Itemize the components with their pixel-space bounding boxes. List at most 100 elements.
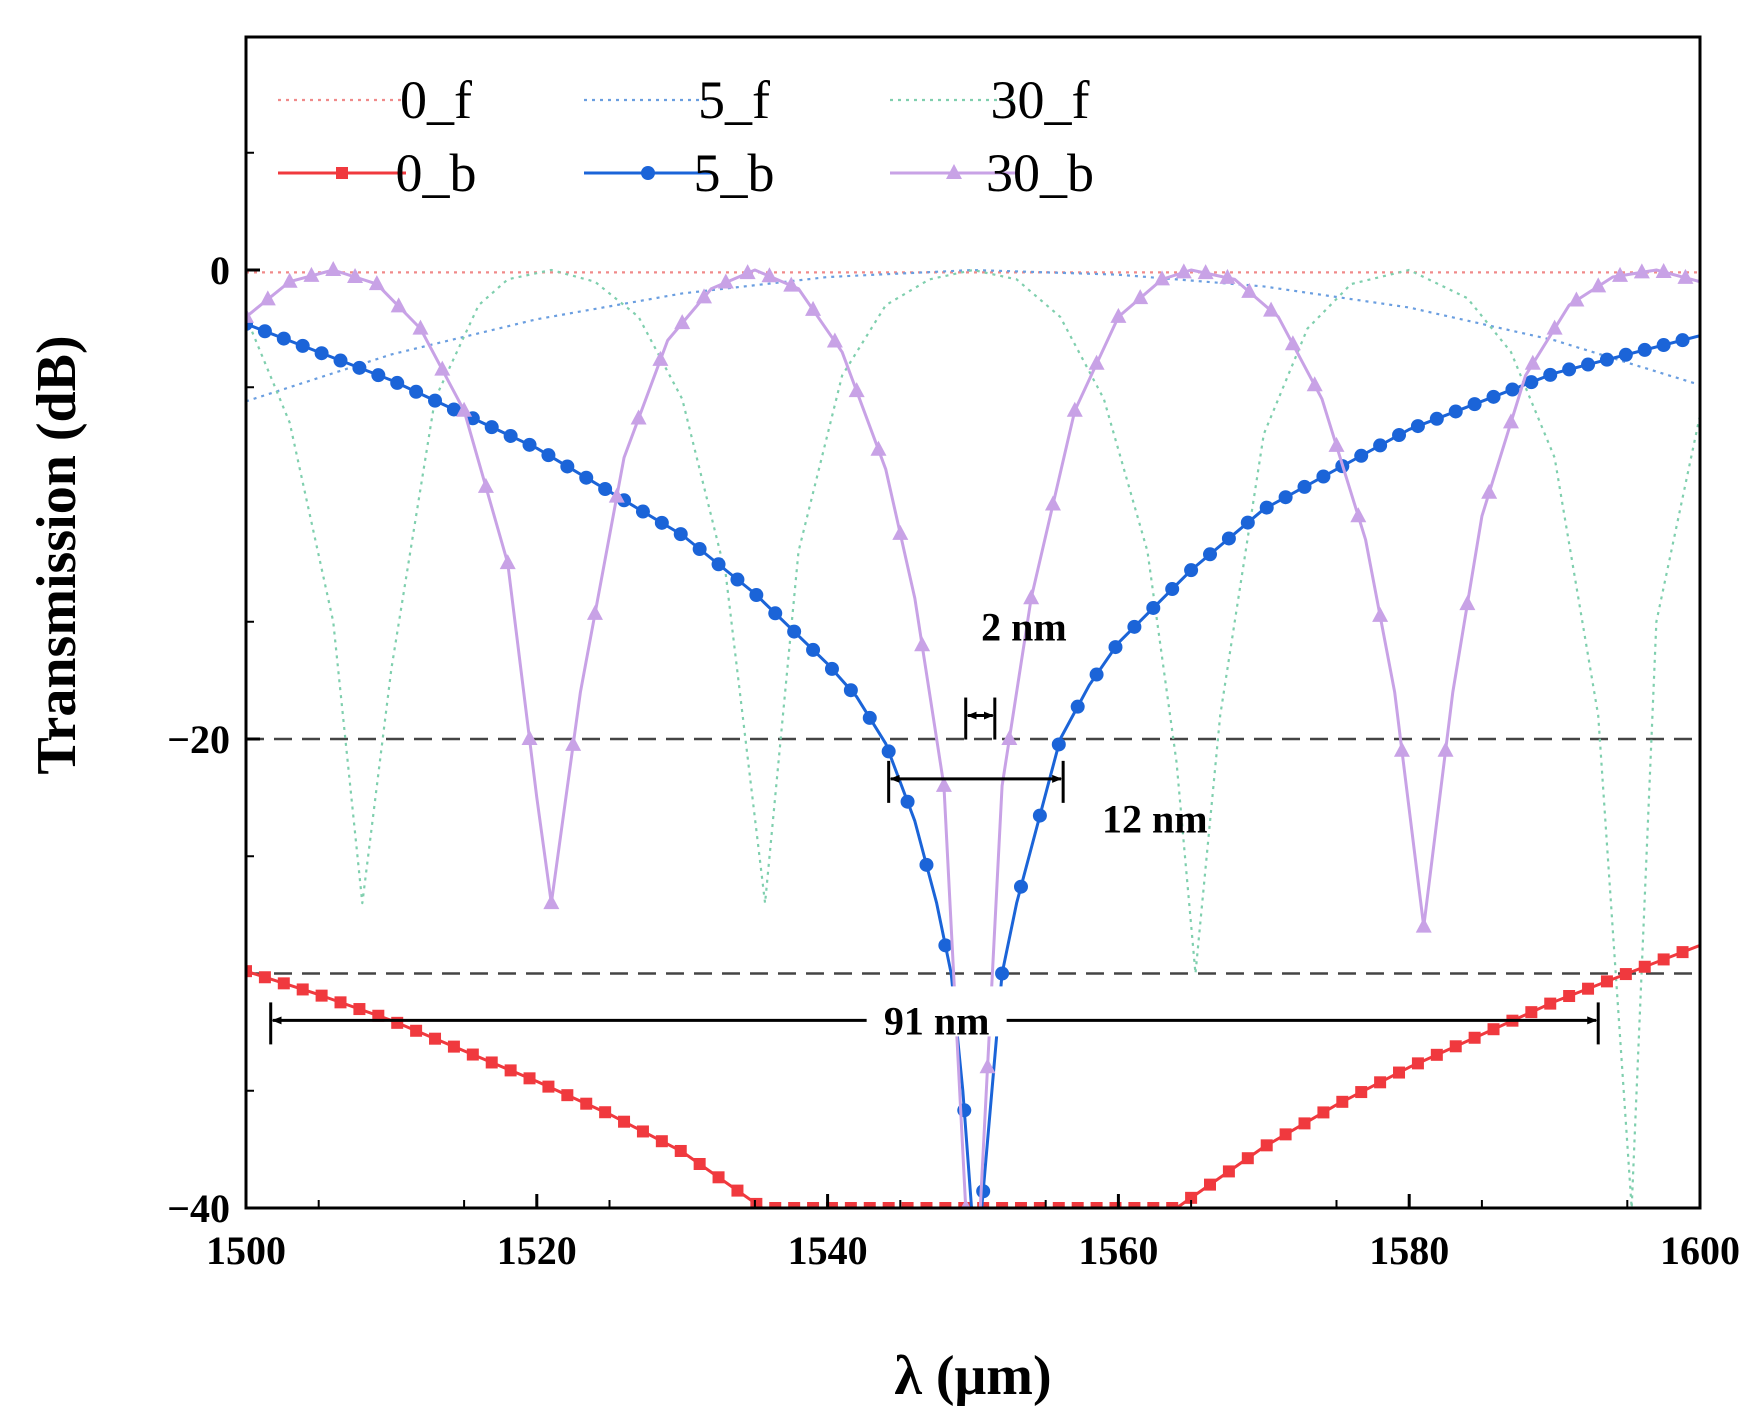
series-marker-5_b bbox=[1599, 352, 1614, 367]
series-marker-0_b bbox=[1222, 1165, 1235, 1178]
legend-item-30_b: 30_b bbox=[890, 143, 1094, 203]
y-tick-label: 0 bbox=[210, 248, 230, 293]
series-marker-30_b bbox=[1481, 483, 1498, 499]
series-marker-30_b bbox=[870, 440, 887, 456]
series-marker-0_b bbox=[863, 1202, 876, 1208]
series-marker-5_b bbox=[390, 375, 405, 390]
legend-item-30_f: 30_f bbox=[890, 70, 1090, 130]
legend-item-0_f: 0_f bbox=[278, 70, 472, 130]
series-marker-0_b bbox=[1563, 990, 1576, 1003]
series-marker-30_b bbox=[456, 401, 473, 417]
series-marker-0_b bbox=[1468, 1031, 1481, 1044]
legend-item-5_b: 5_b bbox=[584, 143, 775, 203]
series-marker-30_b bbox=[259, 290, 276, 306]
series-marker-0_b bbox=[1638, 960, 1651, 973]
series-marker-5_b bbox=[673, 527, 688, 542]
series-marker-0_b bbox=[504, 1064, 517, 1077]
annotation-2: 91 nm bbox=[269, 986, 1600, 1045]
series-marker-0_b bbox=[618, 1115, 631, 1128]
series-marker-5_b bbox=[1562, 362, 1577, 377]
series-marker-30_b bbox=[1568, 291, 1585, 307]
series-marker-30_b bbox=[1219, 268, 1236, 284]
series-marker-30_b bbox=[1110, 307, 1127, 323]
series-marker-0_b bbox=[1166, 1202, 1179, 1208]
series-marker-0_b bbox=[447, 1040, 460, 1053]
series-marker-0_b bbox=[1449, 1040, 1462, 1053]
x-axis-title: λ (μm) bbox=[894, 1345, 1051, 1407]
series-marker-30_b bbox=[543, 894, 560, 910]
series-marker-5_b bbox=[919, 857, 934, 872]
series-marker-0_b bbox=[731, 1184, 744, 1197]
series-marker-5_b bbox=[692, 542, 707, 557]
annotation-layer: 2 nm 12 nm 91 nm bbox=[269, 604, 1600, 1045]
series-marker-30_b bbox=[1372, 606, 1389, 622]
annotation-label: 12 nm bbox=[1102, 797, 1208, 842]
series-5_b bbox=[246, 316, 1700, 1208]
series-marker-0_b bbox=[807, 1202, 820, 1208]
series-marker-0_b bbox=[1411, 1057, 1424, 1070]
legend-label-0_f: 0_f bbox=[400, 70, 472, 130]
series-marker-0_b bbox=[1185, 1191, 1198, 1204]
series-marker-0_b bbox=[750, 1197, 763, 1208]
series-marker-30_b bbox=[1001, 730, 1018, 745]
series-marker-0_b bbox=[1241, 1152, 1254, 1165]
x-tick-label: 1580 bbox=[1369, 1228, 1449, 1273]
series-marker-0_b bbox=[334, 996, 347, 1009]
series-marker-0_b bbox=[788, 1202, 801, 1208]
legend-label-0_b: 0_b bbox=[396, 143, 477, 203]
series-marker-5_b bbox=[446, 402, 461, 417]
series-marker-0_b bbox=[844, 1202, 857, 1208]
series-marker-30_b bbox=[1132, 289, 1149, 305]
series-marker-30_b bbox=[960, 1199, 971, 1208]
series-marker-5_b bbox=[295, 338, 310, 353]
series-marker-0_b bbox=[1033, 1202, 1046, 1208]
series-marker-0_b bbox=[542, 1080, 555, 1093]
series-marker-0_b bbox=[1525, 1006, 1538, 1019]
legend: 0_f 5_f 30_f 0_b 5_b 30_b bbox=[278, 70, 1094, 203]
series-marker-30_b bbox=[390, 297, 407, 313]
series-marker-30_b bbox=[434, 360, 451, 376]
series-marker-0_b bbox=[1204, 1178, 1217, 1191]
series-marker-30_b bbox=[246, 307, 254, 323]
series-marker-0_b bbox=[429, 1032, 442, 1045]
series-marker-30_b bbox=[979, 1058, 996, 1074]
series-marker-30_b bbox=[848, 382, 865, 398]
series-marker-5_b bbox=[1108, 640, 1123, 655]
series-marker-5_b bbox=[635, 504, 650, 519]
x-tick-label: 1540 bbox=[788, 1228, 868, 1273]
series-marker-5_b bbox=[503, 428, 518, 443]
legend-label-30_f: 30_f bbox=[991, 70, 1090, 130]
series-marker-0_b bbox=[523, 1072, 536, 1085]
series-marker-0_b bbox=[561, 1089, 574, 1102]
series-marker-5_b bbox=[995, 966, 1010, 981]
series-marker-30_b bbox=[1175, 263, 1192, 279]
legend-label-5_b: 5_b bbox=[694, 143, 775, 203]
series-marker-0_b bbox=[1317, 1106, 1330, 1119]
series-marker-0_b bbox=[1298, 1117, 1311, 1130]
series-marker-5_b bbox=[1297, 479, 1312, 494]
series-marker-5_b bbox=[1146, 600, 1161, 615]
series-marker-30_b bbox=[1241, 282, 1258, 298]
series-marker-0_b bbox=[939, 1202, 952, 1208]
series-marker-0_b bbox=[410, 1024, 423, 1037]
legend-label-5_f: 5_f bbox=[698, 70, 770, 130]
series-marker-5_b bbox=[522, 437, 537, 452]
series-marker-30_b bbox=[347, 268, 364, 284]
series-marker-5_b bbox=[1581, 357, 1596, 372]
series-marker-30_b bbox=[1590, 277, 1607, 293]
series-marker-5_b bbox=[787, 624, 802, 639]
series-marker-30_b bbox=[1328, 436, 1345, 452]
series-marker-30_b bbox=[652, 350, 669, 366]
series-marker-30_b bbox=[1393, 741, 1410, 757]
series-marker-30_b bbox=[1066, 401, 1083, 417]
series-marker-5_b bbox=[428, 393, 443, 408]
series-marker-5_b bbox=[1505, 382, 1520, 397]
series-marker-0_b bbox=[580, 1097, 593, 1110]
series-marker-5_b bbox=[1127, 619, 1142, 634]
series-marker-30_b bbox=[674, 314, 691, 330]
series-marker-30_b bbox=[499, 554, 516, 570]
series-marker-0_b bbox=[1071, 1202, 1084, 1208]
series-marker-0_b bbox=[674, 1144, 687, 1157]
annotation-1: 12 nm bbox=[887, 760, 1208, 842]
